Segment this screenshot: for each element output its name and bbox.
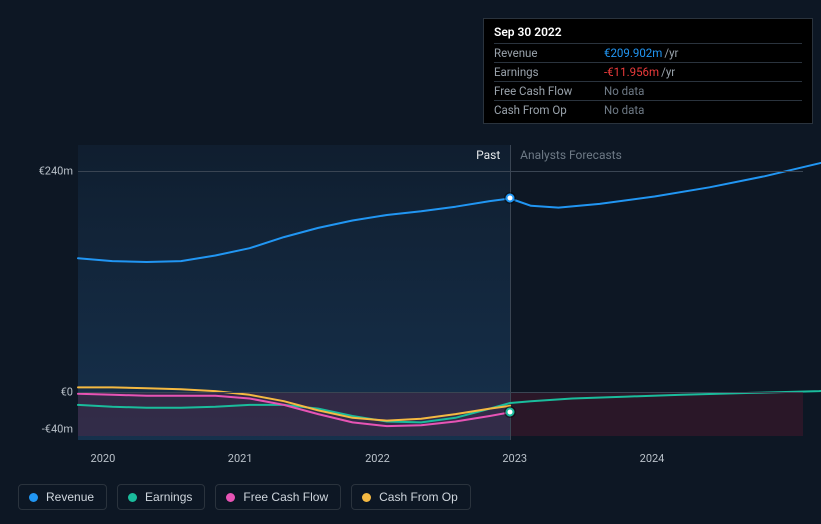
legend-label: Free Cash Flow — [243, 490, 328, 504]
tooltip-metric-label: Revenue — [494, 46, 604, 60]
legend-label: Earnings — [145, 490, 192, 504]
gridline — [78, 392, 803, 393]
x-axis-label: 2024 — [640, 452, 665, 465]
legend-swatch — [128, 493, 137, 502]
tooltip-unit: /yr — [661, 65, 675, 79]
x-axis-label: 2022 — [365, 452, 390, 465]
tooltip-metric-value: No data — [604, 103, 644, 117]
tooltip-row: Revenue€209.902m /yr — [494, 43, 802, 62]
tooltip-metric-label: Earnings — [494, 65, 604, 79]
chart-legend: Revenue Earnings Free Cash Flow Cash From O… — [18, 484, 471, 510]
y-axis-label: €0 — [61, 386, 73, 399]
tooltip-row: Cash From OpNo data — [494, 100, 802, 119]
tooltip-metric-value: No data — [604, 84, 644, 98]
legend-toggle-earnings[interactable]: Earnings — [117, 484, 205, 510]
legend-toggle-fcf[interactable]: Free Cash Flow — [215, 484, 341, 510]
tooltip-unit: /yr — [664, 46, 678, 60]
tooltip-row: Free Cash FlowNo data — [494, 81, 802, 100]
tooltip-metric-label: Cash From Op — [494, 103, 604, 117]
y-axis-label: -€40m — [42, 422, 73, 435]
hover-marker — [506, 408, 515, 417]
x-axis-label: 2021 — [228, 452, 253, 465]
legend-swatch — [226, 493, 235, 502]
x-axis-label: 2023 — [502, 452, 527, 465]
tooltip-row: Earnings-€11.956m /yr — [494, 62, 802, 81]
data-tooltip: Sep 30 2022 Revenue€209.902m /yrEarnings… — [483, 18, 813, 124]
legend-swatch — [362, 493, 371, 502]
tooltip-date: Sep 30 2022 — [494, 25, 802, 43]
gridline — [78, 171, 803, 172]
tooltip-metric-value: -€11.956m — [604, 65, 659, 79]
x-axis-label: 2020 — [91, 452, 116, 465]
tooltip-metric-value: €209.902m — [604, 46, 662, 60]
series-line-revenue — [78, 160, 821, 262]
series-line-fcf — [78, 394, 510, 426]
legend-label: Revenue — [46, 490, 94, 504]
legend-toggle-cfo[interactable]: Cash From Op — [351, 484, 471, 510]
tooltip-metric-label: Free Cash Flow — [494, 84, 604, 98]
hover-marker — [506, 194, 515, 203]
y-axis-label: €240m — [39, 164, 73, 177]
earnings-revenue-chart: Past Analysts Forecasts €240m€0-€40m Sep… — [18, 0, 803, 524]
legend-toggle-revenue[interactable]: Revenue — [18, 484, 107, 510]
legend-swatch — [29, 493, 38, 502]
legend-label: Cash From Op — [379, 490, 458, 504]
